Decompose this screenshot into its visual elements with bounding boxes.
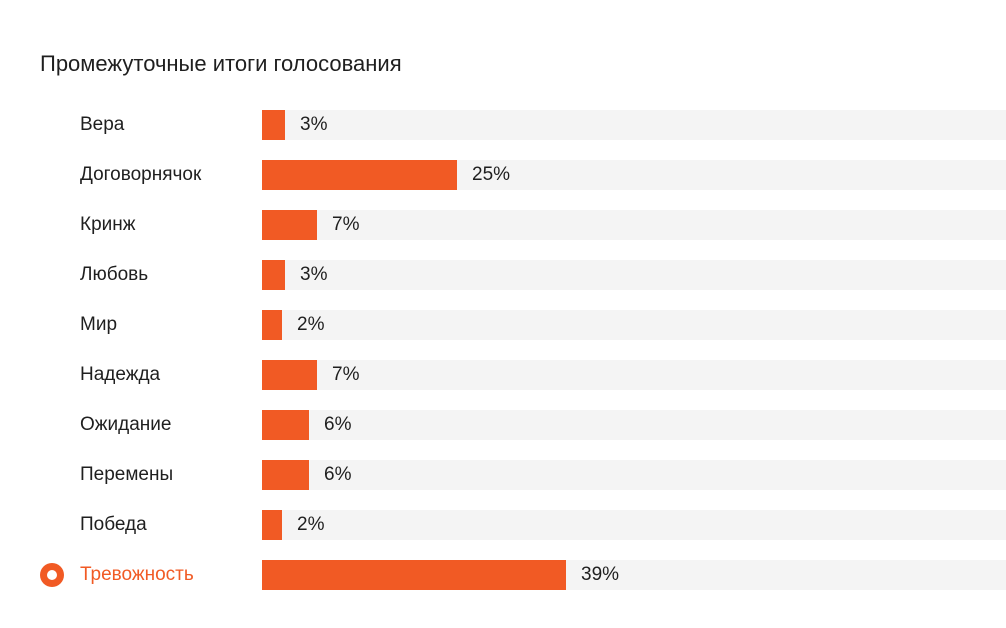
bar-track: 2% xyxy=(262,510,1006,540)
option-label: Ожидание xyxy=(80,414,172,435)
percent-label: 7% xyxy=(332,214,360,235)
bar-track: 6% xyxy=(262,410,1006,440)
percent-label: 3% xyxy=(300,114,328,135)
percent-label: 3% xyxy=(300,264,328,285)
percent-label: 25% xyxy=(472,164,511,185)
bar xyxy=(262,110,285,140)
percent-label: 7% xyxy=(332,364,360,385)
poll-option-row[interactable]: Договорнячок 25% xyxy=(0,160,1006,190)
percent-label: 6% xyxy=(324,414,352,435)
bar-track: 3% xyxy=(262,260,1006,290)
percent-label: 39% xyxy=(581,564,620,585)
bar xyxy=(262,160,457,190)
poll-option-row[interactable]: Перемены 6% xyxy=(0,460,1006,490)
bar-track: 7% xyxy=(262,210,1006,240)
poll-option-row[interactable]: Кринж 7% xyxy=(0,210,1006,240)
poll-option-row[interactable]: Любовь 3% xyxy=(0,260,1006,290)
poll-option-row[interactable]: Ожидание 6% xyxy=(0,410,1006,440)
bar xyxy=(262,410,309,440)
option-label: Тревожность xyxy=(80,564,194,585)
bar-track: 25% xyxy=(262,160,1006,190)
poll-option-row[interactable]: Мир 2% xyxy=(0,310,1006,340)
bar xyxy=(262,460,309,490)
poll-option-row[interactable]: Победа 2% xyxy=(0,510,1006,540)
chart-title: Промежуточные итоги голосования xyxy=(40,51,402,76)
poll-option-row[interactable]: Вера 3% xyxy=(0,110,1006,140)
selected-radio-icon xyxy=(40,563,64,587)
bar xyxy=(262,360,317,390)
bar xyxy=(262,510,282,540)
option-label: Вера xyxy=(80,114,125,135)
bar xyxy=(262,560,566,590)
poll-option-row[interactable]: Тревожность 39% xyxy=(0,560,1006,590)
bar-track: 2% xyxy=(262,310,1006,340)
option-label: Договорнячок xyxy=(80,164,202,185)
option-label: Кринж xyxy=(80,214,136,235)
bar xyxy=(262,260,285,290)
percent-label: 2% xyxy=(297,514,325,535)
option-label: Перемены xyxy=(80,464,174,485)
percent-label: 6% xyxy=(324,464,352,485)
bar xyxy=(262,310,282,340)
poll-option-row[interactable]: Надежда 7% xyxy=(0,360,1006,390)
bar-track: 3% xyxy=(262,110,1006,140)
option-label: Победа xyxy=(80,514,147,535)
option-label: Мир xyxy=(80,314,118,335)
bar-track: 6% xyxy=(262,460,1006,490)
option-label: Надежда xyxy=(80,364,161,385)
bar-track: 39% xyxy=(262,560,1006,590)
bar xyxy=(262,210,317,240)
option-label: Любовь xyxy=(80,264,149,285)
percent-label: 2% xyxy=(297,314,325,335)
bar-track: 7% xyxy=(262,360,1006,390)
